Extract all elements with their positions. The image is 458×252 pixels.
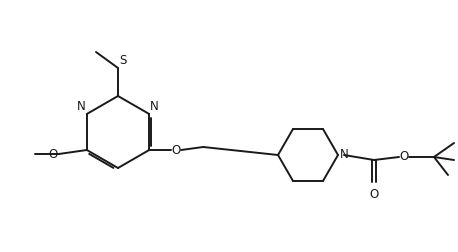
Text: O: O: [369, 188, 379, 201]
Text: N: N: [77, 100, 86, 113]
Text: N: N: [340, 148, 349, 162]
Text: S: S: [119, 54, 126, 67]
Text: O: O: [399, 150, 409, 164]
Text: O: O: [49, 147, 58, 161]
Text: O: O: [172, 143, 181, 156]
Text: N: N: [150, 100, 159, 113]
